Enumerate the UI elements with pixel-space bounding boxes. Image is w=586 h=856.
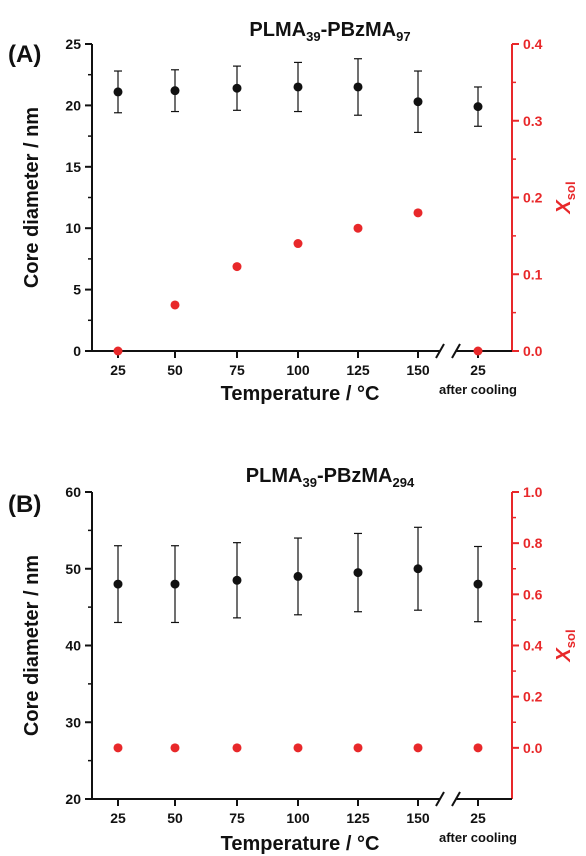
y-tick-label: 50 [65,561,81,577]
y2-tick-label: 1.0 [523,484,543,500]
x-tick-label: 25 [110,362,126,378]
y2-axis-label-sub: sol [563,629,578,648]
x-tick-label: 75 [229,810,245,826]
y2-axis-label-sub: sol [563,181,578,200]
chart-title-part: 294 [392,475,414,490]
core-diameter-point [232,575,242,585]
x-tick-label: 50 [167,810,183,826]
y-axis-label: Core diameter / nm [21,107,43,288]
y2-tick-label: 0.0 [523,740,543,756]
y2-tick-label: 0.2 [523,689,543,705]
y-tick-label: 5 [73,282,81,298]
y-tick-label: 15 [65,159,81,175]
y-tick-label: 10 [65,220,81,236]
y2-tick-label: 0.4 [523,36,543,52]
y2-tick-label: 0.1 [523,266,543,282]
xsol-point [293,239,303,249]
axis-break-mark [435,343,445,359]
y-tick-label: 60 [65,484,81,500]
y2-tick-label: 0.2 [523,190,543,206]
after-cooling-label: after cooling [439,382,517,397]
after-cooling-label: after cooling [439,830,517,845]
xsol-point [353,743,363,753]
y-axis-label: Core diameter / nm [21,555,43,736]
y-tick-label: 40 [65,638,81,654]
chart-title-part: 97 [396,29,410,44]
y2-axis-label: Xsol [553,181,578,214]
y-tick-label: 30 [65,714,81,730]
x-tick-label: 125 [346,810,370,826]
x-tick-label: 25 [110,810,126,826]
xsol-point [113,743,123,753]
x-tick-label: 100 [286,362,310,378]
x-tick-label: 25 [470,810,486,826]
axis-break-mark [451,791,461,807]
xsol-point [232,262,242,272]
x-axis-label: Temperature / °C [221,383,380,405]
chart-title-part: PLMA [249,19,306,41]
core-diameter-point [232,83,242,93]
chart-title-part: 39 [302,475,316,490]
y2-tick-label: 0.4 [523,638,543,654]
core-diameter-point [353,568,363,578]
y-tick-label: 0 [73,343,81,359]
y2-axis-label: Xsol [553,629,578,662]
x-tick-label: 75 [229,362,245,378]
x-tick-label: 150 [406,810,430,826]
xsol-point [413,208,423,218]
y2-axis-label-main: X [553,647,575,663]
y2-tick-label: 0.0 [523,343,543,359]
x-axis-label: Temperature / °C [221,833,380,855]
core-diameter-point [413,564,423,574]
panel-label: (A) [8,41,41,68]
xsol-point [293,743,303,753]
chart-panel-b: 20 30 40 50 60 0.0 0.2 0.4 0.6 0.8 1.0 25 50 75 100 125… [8,465,578,855]
xsol-point [113,346,123,356]
y-tick-label: 25 [65,36,81,52]
chart-title-part: 39 [306,29,320,44]
y2-tick-label: 0.3 [523,113,543,129]
core-diameter-point [473,579,483,589]
core-diameter-point [473,102,483,112]
xsol-point [353,223,363,233]
panel-label: (B) [8,491,41,518]
y-tick-label: 20 [65,791,81,807]
chart-title-part: -PBzMA [321,19,397,41]
core-diameter-point [413,97,423,107]
xsol-point [170,743,180,753]
chart-title: PLMA39-PBzMA294 [246,465,415,490]
x-tick-label: 50 [167,362,183,378]
x-tick-label: 25 [470,362,486,378]
chart-title-part: -PBzMA [317,465,393,487]
chart-panel-a: 0 5 10 15 20 25 0.0 0.1 0.2 0.3 0.4 25 50 75 100 125 150… [8,19,578,405]
x-tick-label: 125 [346,362,370,378]
x-tick-label: 100 [286,810,310,826]
core-diameter-point [293,571,303,581]
core-diameter-point [293,82,303,92]
core-diameter-point [113,579,123,589]
xsol-point [232,743,242,753]
axis-break-mark [435,791,445,807]
core-diameter-point [170,86,180,96]
chart-title-part: PLMA [246,465,303,487]
x-tick-label: 150 [406,362,430,378]
core-diameter-point [113,87,123,97]
xsol-point [473,346,483,356]
y-tick-label: 20 [65,97,81,113]
y2-tick-label: 0.6 [523,586,543,602]
chart-title: PLMA39-PBzMA97 [249,19,410,44]
core-diameter-point [353,82,363,92]
y2-axis-label-main: X [553,199,575,215]
xsol-point [170,300,180,310]
y2-tick-label: 0.8 [523,535,543,551]
xsol-point [413,743,423,753]
xsol-point [473,743,483,753]
core-diameter-point [170,579,180,589]
axis-break-mark [451,343,461,359]
